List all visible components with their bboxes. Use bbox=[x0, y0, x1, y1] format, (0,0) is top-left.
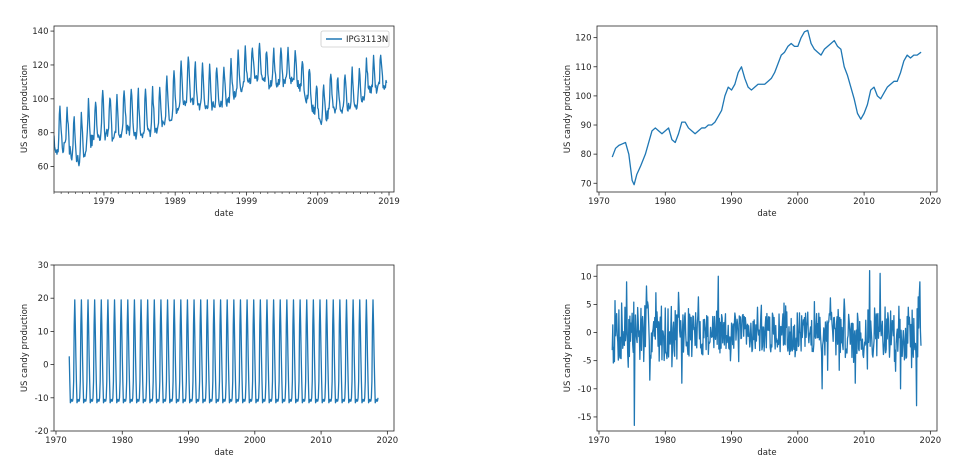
y-tick-label: 5 bbox=[586, 300, 591, 310]
y-tick-label: 100 bbox=[32, 95, 48, 105]
x-axis-label: date bbox=[757, 448, 776, 458]
x-tick-label: 2010 bbox=[853, 197, 875, 207]
x-tick-label: 2020 bbox=[377, 436, 399, 446]
series-line bbox=[54, 42, 388, 167]
x-tick-label: 1979 bbox=[93, 197, 115, 207]
y-tick-label: 80 bbox=[38, 129, 49, 139]
y-tick-label: 0 bbox=[43, 361, 48, 371]
x-tick-label: 1970 bbox=[588, 436, 610, 446]
y-tick-label: 80 bbox=[581, 150, 592, 160]
series-line bbox=[611, 269, 922, 427]
series-line bbox=[611, 29, 922, 186]
x-tick-label: 2020 bbox=[920, 197, 942, 207]
chart-seasonal: 1970 1980 1990 2000 2010 2020 -20 -10 0 10 20 30 dat… bbox=[20, 261, 398, 458]
x-tick-label: 2020 bbox=[920, 436, 942, 446]
x-tick-label: 2010 bbox=[310, 436, 332, 446]
series-line bbox=[68, 299, 379, 404]
y-tick-label: 10 bbox=[38, 327, 49, 337]
y-tick-label: 60 bbox=[38, 163, 49, 173]
x-tick-label: 1980 bbox=[654, 436, 676, 446]
x-tick-label: 1980 bbox=[111, 436, 133, 446]
x-tick-label: 2000 bbox=[787, 436, 809, 446]
x-axis-label: date bbox=[214, 209, 233, 219]
y-axis-label: US candy production bbox=[563, 65, 573, 153]
y-tick-label: -10 bbox=[578, 385, 592, 395]
y-tick-label: 120 bbox=[575, 34, 591, 44]
axes-frame bbox=[596, 264, 938, 432]
y-axis-label: US candy production bbox=[563, 304, 573, 392]
y-tick-label: 100 bbox=[575, 92, 591, 102]
y-tick-label: 20 bbox=[38, 294, 49, 304]
x-tick-label: 1970 bbox=[588, 197, 610, 207]
y-tick-label: 110 bbox=[575, 63, 591, 73]
x-axis-label: date bbox=[214, 448, 233, 458]
y-tick-label: 120 bbox=[32, 61, 48, 71]
x-tick-label: 1980 bbox=[654, 197, 676, 207]
x-axis-label: date bbox=[757, 209, 776, 219]
x-tick-label: 2010 bbox=[853, 436, 875, 446]
y-tick-label: 10 bbox=[581, 272, 592, 282]
y-tick-label: -20 bbox=[35, 427, 49, 437]
y-tick-label: -15 bbox=[578, 413, 592, 423]
y-tick-label: 0 bbox=[586, 329, 591, 339]
y-tick-label: -10 bbox=[35, 394, 49, 404]
legend-box bbox=[320, 30, 390, 48]
x-tick-label: 1970 bbox=[45, 436, 67, 446]
legend-label: IPG3113N bbox=[346, 35, 388, 45]
x-tick-label: 2019 bbox=[378, 197, 400, 207]
x-tick-label: 1999 bbox=[236, 197, 258, 207]
y-tick-label: 70 bbox=[581, 179, 592, 189]
x-tick-label: 1990 bbox=[721, 197, 743, 207]
chart-trend: 1970 1980 1990 2000 2010 2020 70 80 90 100 110 120 d… bbox=[563, 25, 942, 219]
x-tick-label: 1989 bbox=[164, 197, 186, 207]
x-tick-label: 2000 bbox=[244, 436, 266, 446]
y-tick-label: 140 bbox=[32, 27, 48, 37]
y-tick-label: -5 bbox=[583, 357, 591, 367]
axes-frame bbox=[596, 25, 938, 193]
chart-original-series: 1979 1989 1999 2009 2019 60 80 100 120 140 date US … bbox=[20, 25, 400, 219]
x-tick-label: 1990 bbox=[178, 436, 200, 446]
axes-frame bbox=[53, 264, 395, 432]
y-tick-label: 30 bbox=[38, 261, 49, 271]
x-tick-label: 2009 bbox=[307, 197, 329, 207]
y-tick-label: 90 bbox=[581, 121, 592, 131]
x-tick-label: 2000 bbox=[787, 197, 809, 207]
axes-frame bbox=[53, 25, 395, 193]
x-tick-label: 1990 bbox=[721, 436, 743, 446]
y-axis-label: US candy production bbox=[20, 304, 30, 392]
y-axis-label: US candy production bbox=[20, 65, 30, 153]
chart-residual: 1970 1980 1990 2000 2010 2020 -15 -10 -5 0 5 10 date… bbox=[563, 264, 942, 458]
